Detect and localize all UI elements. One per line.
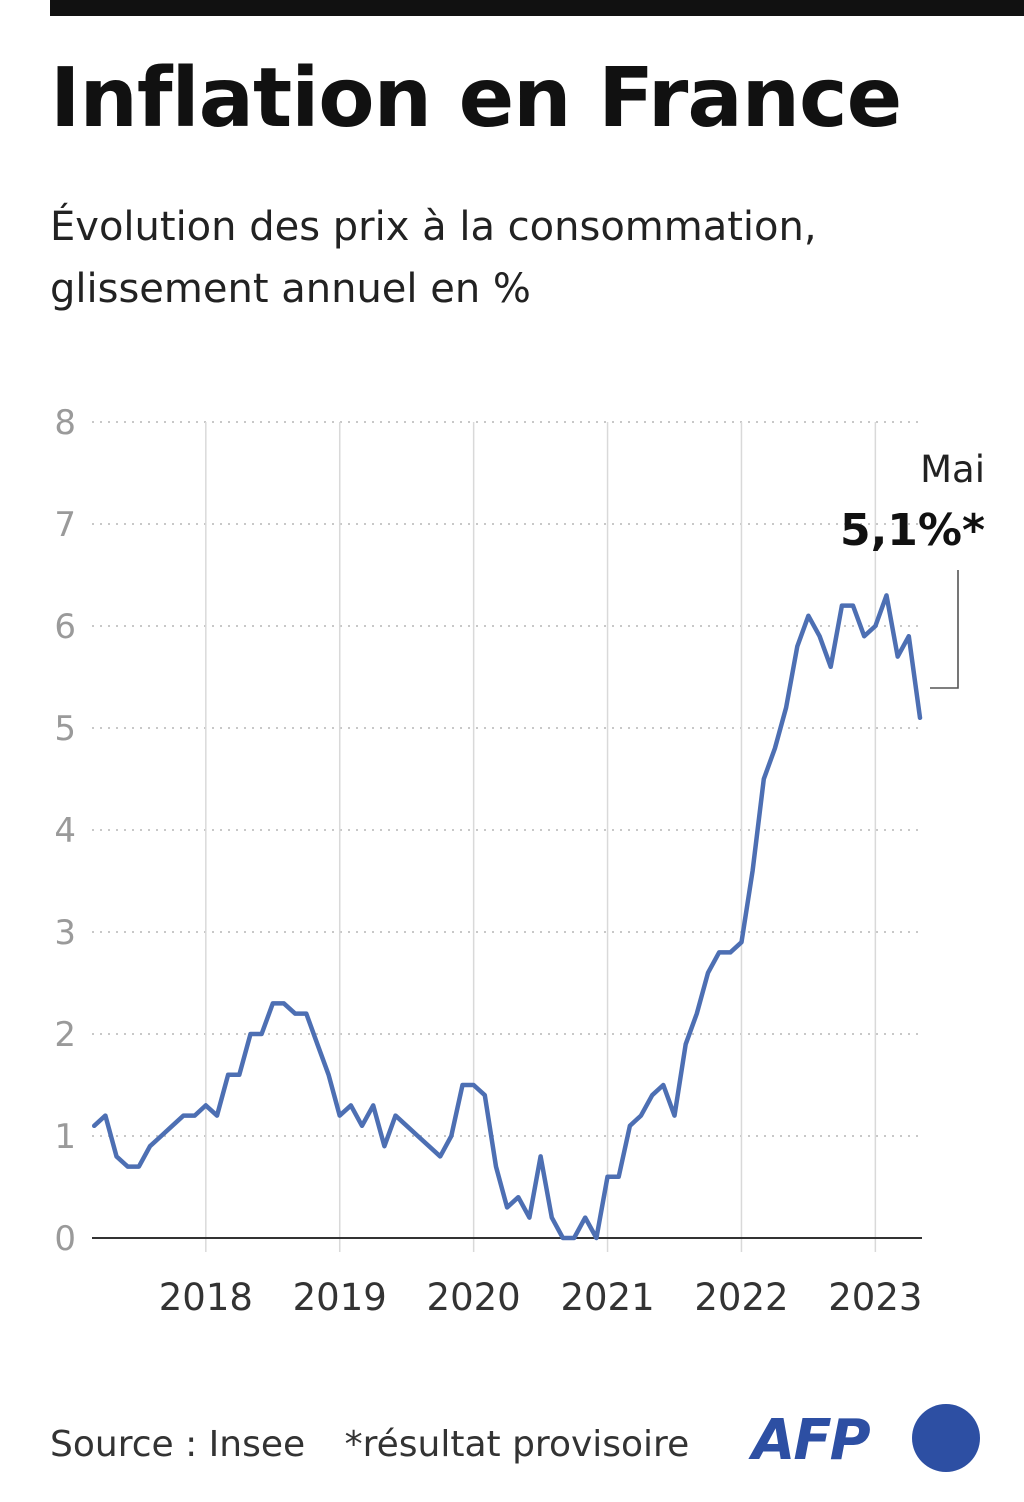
x-tick-label: 2018 — [159, 1276, 253, 1319]
x-tick-label: 2019 — [293, 1276, 387, 1319]
chart-title: Inflation en France — [50, 51, 902, 146]
chart-subtitle: Évolution des prix à la consommation, gl… — [50, 196, 990, 320]
y-tick-label: 4 — [54, 811, 76, 851]
x-tick-label: 2020 — [427, 1276, 521, 1319]
x-tick-label: 2021 — [560, 1276, 654, 1319]
series-line-inflation — [91, 593, 923, 1241]
annotation-value: 5,1%* — [840, 505, 985, 556]
top-rule — [50, 0, 1024, 16]
afp-logo: AFP — [752, 1404, 982, 1484]
subtitle-line-1: Évolution des prix à la consommation, — [50, 204, 817, 250]
y-tick-label: 8 — [54, 403, 76, 443]
y-tick-label: 3 — [54, 913, 76, 953]
axes: 0 1 2 3 4 5 6 7 8 2018 2019 2020 2021 2022 2023 — [54, 403, 922, 1319]
line-chart: 0 1 2 3 4 5 6 7 8 2018 2019 2020 2021 2022 2023 Mai 5,… — [54, 403, 985, 1319]
subtitle-line-2: glissement annuel en % — [50, 266, 531, 312]
y-tick-label: 1 — [54, 1117, 76, 1157]
annotation: Mai 5,1%* — [840, 448, 985, 689]
afp-logo-text: AFP — [752, 1408, 871, 1473]
y-tick-label: 7 — [54, 505, 76, 545]
afp-logo-dot — [912, 1404, 980, 1472]
y-tick-label: 0 — [54, 1219, 76, 1259]
x-tick-label: 2022 — [694, 1276, 788, 1319]
footnote-text: *résultat provisoire — [344, 1424, 690, 1465]
annotation-leader-line — [930, 570, 959, 689]
y-tick-label: 6 — [54, 607, 76, 647]
annotation-month: Mai — [920, 448, 985, 491]
y-tick-label: 5 — [54, 709, 76, 749]
x-tick-label: 2023 — [828, 1276, 922, 1319]
y-tick-label: 2 — [54, 1015, 76, 1055]
source-text: Source : Insee — [50, 1424, 306, 1465]
footer: Source : Insee *résultat provisoire — [50, 1424, 717, 1465]
grid — [92, 421, 922, 1252]
